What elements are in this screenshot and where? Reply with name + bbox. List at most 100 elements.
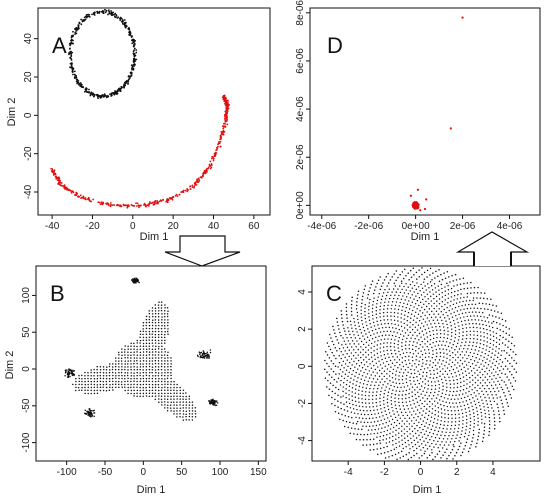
- panel-b-point: [160, 327, 163, 330]
- panel-c-point: [449, 383, 452, 385]
- panel-c-point: [397, 316, 399, 318]
- panel-c-point: [473, 392, 475, 394]
- panel-c-point: [505, 332, 508, 334]
- panel-d-point: [413, 205, 416, 208]
- panel-c-point: [408, 452, 410, 454]
- panel-c-point: [433, 297, 435, 300]
- panel-c-point: [364, 304, 366, 306]
- panel-c-point: [336, 321, 339, 323]
- panel-c-point: [453, 383, 455, 385]
- panel-c-point: [376, 344, 379, 346]
- panel-b-point: [139, 386, 141, 389]
- panel-c-point: [384, 288, 386, 291]
- panel-c-point: [328, 357, 331, 359]
- panel-c-point: [506, 401, 509, 404]
- panel-c-point: [451, 347, 453, 349]
- panel-a-point: [98, 10, 101, 13]
- panel-b-point: [166, 410, 169, 412]
- panel-c-point: [431, 279, 433, 281]
- panel-a-point: [174, 194, 177, 197]
- panel-a-point: [123, 204, 125, 207]
- panel-b-point: [84, 371, 86, 374]
- panel-c-point: [420, 315, 422, 318]
- panel-c-point: [457, 398, 459, 400]
- panel-c-point: [473, 307, 475, 309]
- panel-b-point: [117, 351, 120, 354]
- panel-c-point: [492, 320, 495, 323]
- panel-c-point: [463, 404, 466, 407]
- panel-c-point: [488, 314, 491, 316]
- panel-b-point: [167, 351, 169, 354]
- panel-c-point: [485, 303, 487, 305]
- panel-b-point: [138, 281, 140, 284]
- panel-c-point: [429, 431, 431, 434]
- panel-c-point: [458, 328, 460, 331]
- panel-a-point: [122, 85, 125, 88]
- panel-c-point: [364, 398, 367, 400]
- panel-b-point: [130, 366, 132, 368]
- panel-c-point: [482, 402, 484, 405]
- panel-c-point: [428, 349, 430, 351]
- panel-c-point: [437, 446, 439, 449]
- panel-c-point: [441, 431, 443, 433]
- panel-c-point: [401, 394, 404, 396]
- panel-c-point: [351, 416, 353, 419]
- panel-c-point: [350, 352, 353, 354]
- panel-c-point: [492, 410, 495, 412]
- panel-c-point: [379, 435, 381, 438]
- panel-b-point: [142, 377, 145, 380]
- panel-c-point: [393, 342, 396, 345]
- panel-c-point: [459, 436, 461, 439]
- panel-c-point: [416, 452, 418, 455]
- panel-c-point: [440, 395, 442, 398]
- panel-c-point: [416, 317, 418, 319]
- panel-c-point: [495, 350, 497, 352]
- panel-c-point: [493, 358, 495, 360]
- panel-c-point: [392, 435, 394, 438]
- panel-c-point: [340, 313, 343, 316]
- panel-b-point: [167, 389, 169, 391]
- panel-a-point: [71, 71, 74, 73]
- panel-c-point: [379, 331, 382, 333]
- panel-c-point: [377, 428, 380, 430]
- panel-c-point: [464, 432, 467, 435]
- panel-c-point: [471, 389, 473, 391]
- panel-b-point: [157, 366, 160, 368]
- panel-c-point: [407, 272, 409, 274]
- panel-b-point: [96, 392, 99, 394]
- panel-c-point: [468, 354, 470, 357]
- panel-c-point: [421, 436, 424, 438]
- panel-c-point: [365, 321, 367, 323]
- panel-c-point: [480, 292, 482, 294]
- panel-c-point: [401, 379, 404, 381]
- panel-c-point: [505, 338, 507, 340]
- panel-c-point: [438, 450, 441, 453]
- panel-c-point: [409, 400, 411, 403]
- panel-c-point: [405, 363, 407, 366]
- panel-c-point: [478, 302, 481, 304]
- panel-c-point: [407, 408, 410, 410]
- panel-c-point: [423, 368, 426, 370]
- panel-c-point: [368, 312, 370, 315]
- panel-c-point: [341, 344, 343, 346]
- panel-c-point: [381, 387, 383, 389]
- panel-c-point: [396, 332, 399, 334]
- panel-c-point: [508, 334, 510, 336]
- panel-c-point: [428, 352, 431, 354]
- panel-b-point: [173, 410, 175, 412]
- panel-c-point: [427, 298, 429, 300]
- panel-c-point: [345, 310, 348, 312]
- panel-c-point: [357, 397, 360, 399]
- panel-c-point: [395, 301, 398, 303]
- panel-b-point: [164, 407, 166, 409]
- panel-c-point: [411, 287, 414, 289]
- panel-a-point: [117, 16, 120, 19]
- panel-c-point: [401, 443, 404, 446]
- panel-b-point: [185, 410, 188, 412]
- panel-b-point: [142, 395, 144, 397]
- panel-b-point: [90, 383, 92, 386]
- panel-c-point: [440, 434, 442, 436]
- panel-c-point: [472, 437, 474, 439]
- panel-c-point: [355, 363, 358, 365]
- panel-b-point: [139, 345, 142, 347]
